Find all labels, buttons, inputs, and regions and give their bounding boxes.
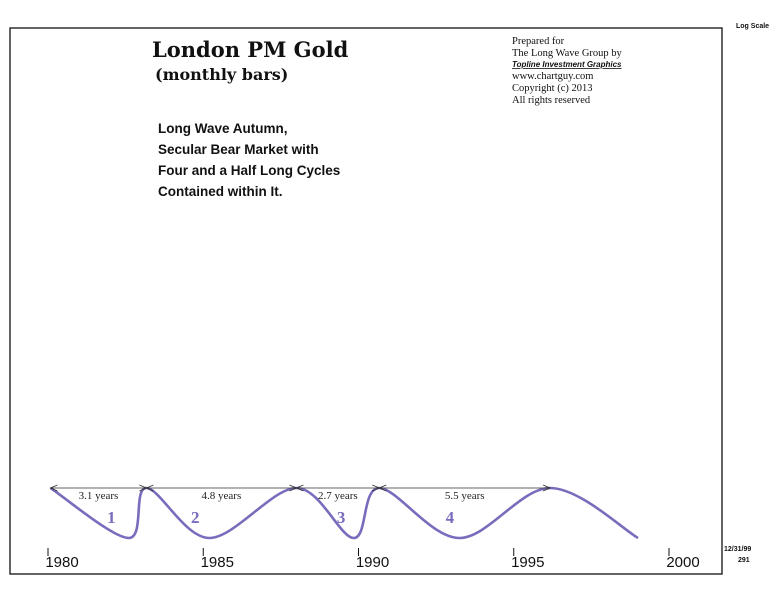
credit-line-4: www.chartguy.com [512, 71, 593, 82]
plot-frame [9, 27, 723, 575]
last-value-date: 12/31/99 [724, 546, 751, 553]
arrow-head-left [145, 484, 154, 492]
cycle-number-label: 4 [446, 508, 455, 527]
arrow-head-right [542, 484, 552, 492]
cycle-schematic-curve [49, 486, 639, 540]
last-value-price: 291 [738, 557, 750, 564]
x-tick-label: 2000 [666, 554, 699, 571]
commentary-line-3: Four and a Half Long Cycles [158, 163, 340, 178]
credit-line-3: Topline Investment Graphics [512, 60, 622, 69]
x-tick-label: 1990 [356, 554, 389, 571]
x-tick-label: 1995 [511, 554, 544, 571]
credit-line-6: All rights reserved [512, 95, 591, 106]
cycle-duration-label: 4.8 years [202, 490, 242, 502]
arrow-head-left [49, 484, 58, 492]
arrow-head-left [378, 484, 387, 492]
cycle-number-label: 2 [191, 508, 200, 527]
commentary-line-4: Contained within It. [158, 184, 283, 199]
credit-line-1: Prepared for [512, 36, 565, 47]
commentary-line-1: Long Wave Autumn, [158, 121, 288, 136]
x-tick-label: 1985 [201, 554, 234, 571]
cycle-duration-label: 2.7 years [318, 490, 358, 502]
y-axis-label: Log Scale [736, 23, 769, 30]
credit-line-5: Copyright (c) 2013 [512, 83, 593, 94]
cycle-number-label: 3 [337, 508, 346, 527]
commentary-line-2: Secular Bear Market with [158, 142, 319, 157]
cycle-duration-label: 3.1 years [79, 490, 119, 502]
x-tick-label: 1980 [45, 554, 78, 571]
cycle-duration-label: 5.5 years [445, 490, 485, 502]
cycle-number-label: 1 [107, 508, 116, 527]
x-axis-ticks: 1980 1985 1990 1995 2000 [45, 548, 700, 571]
chart-subtitle: (monthly bars) [155, 65, 288, 84]
chart-title: London PM Gold [152, 37, 349, 62]
credit-line-2: The Long Wave Group by [512, 48, 623, 59]
arrow-head-left [295, 484, 304, 492]
